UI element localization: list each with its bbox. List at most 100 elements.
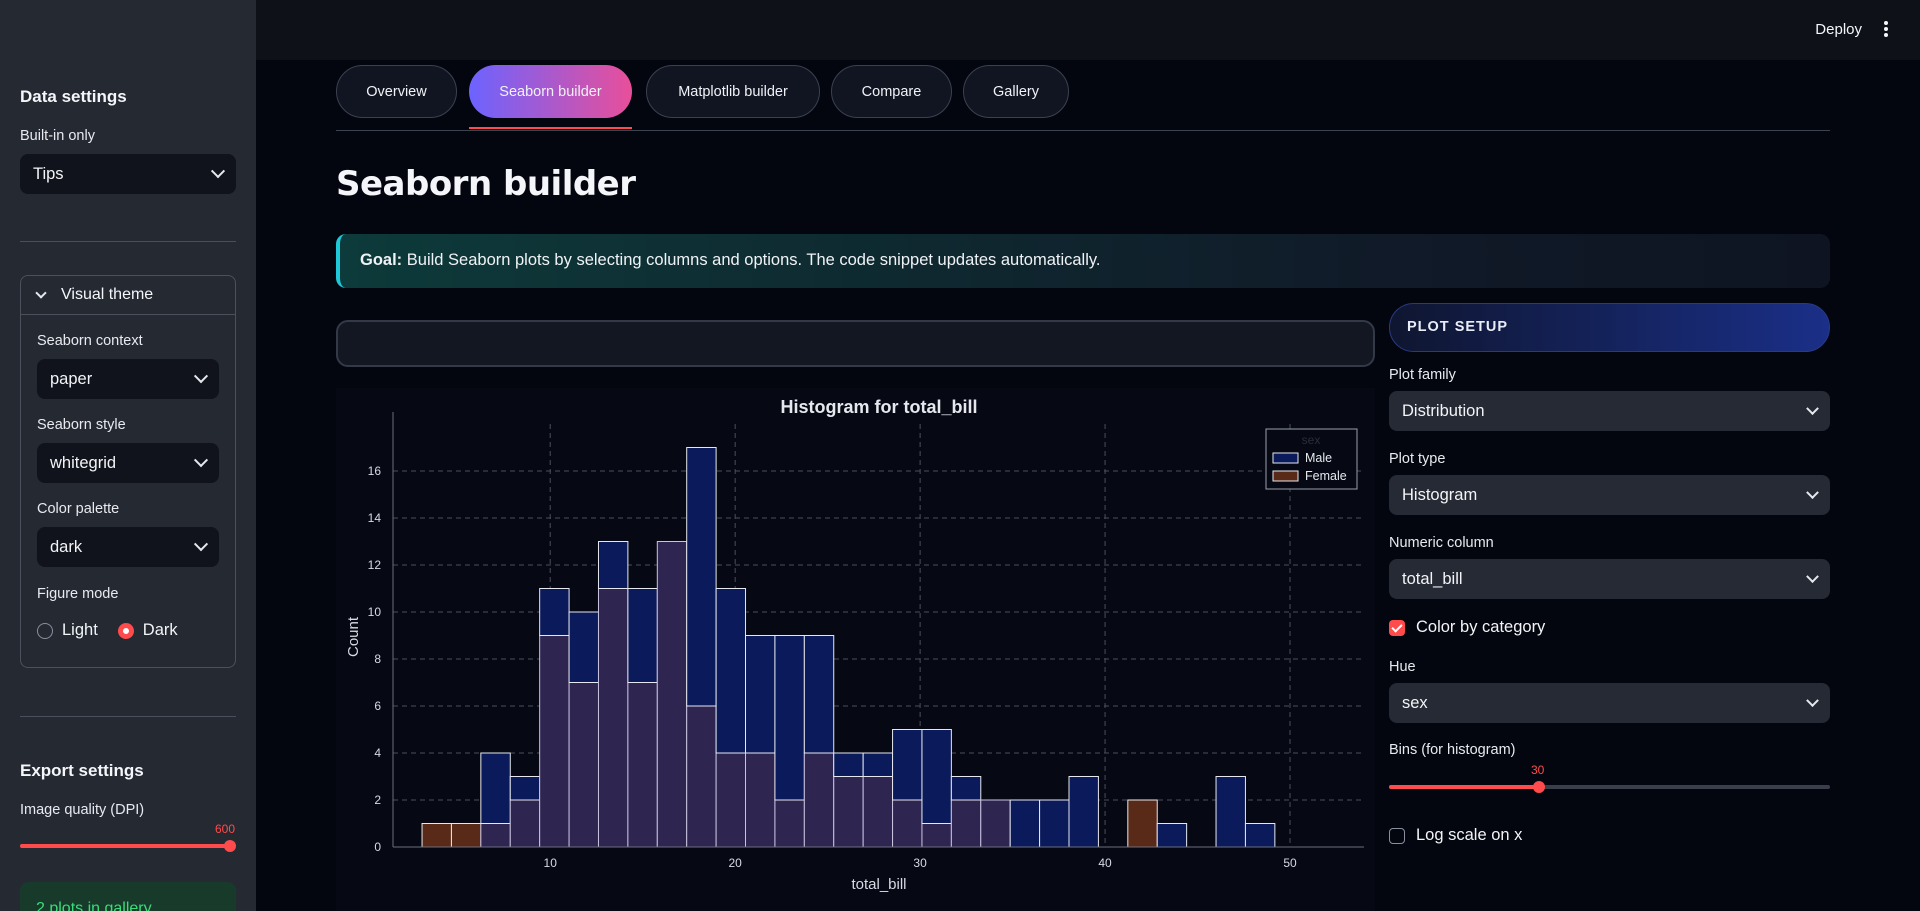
style-label: Seaborn style [37, 417, 126, 433]
y-tick-label: 0 [374, 840, 381, 854]
hue-select[interactable]: sex [1389, 683, 1830, 723]
legend-title: sex [1302, 433, 1321, 447]
plot-family-label: Plot family [1389, 367, 1456, 383]
checkbox-checked-icon [1389, 619, 1405, 636]
histogram-bar-male [597, 541, 629, 589]
histogram-bar-male [715, 588, 747, 754]
log-scale-checkbox[interactable]: Log scale on x [1389, 826, 1522, 845]
histogram-bar-male [539, 588, 570, 636]
histogram-bar-male [568, 611, 599, 683]
checkbox-unchecked-icon [1389, 827, 1405, 844]
bins-value: 30 [1531, 763, 1545, 777]
radio-circle [37, 622, 53, 639]
y-tick-label: 12 [368, 558, 382, 572]
plot-family-value: Distribution [1402, 401, 1485, 420]
legend-label-female: Female [1305, 469, 1347, 483]
histogram-bar-overlap [627, 682, 658, 848]
dpi-value: 600 [215, 822, 236, 836]
bins-label: Bins (for histogram) [1389, 742, 1516, 758]
context-value: paper [50, 369, 93, 388]
tab-seaborn-builder[interactable]: Seaborn builder [469, 65, 632, 118]
radio-light[interactable]: Light [37, 621, 98, 640]
plot-type-select[interactable]: Histogram [1389, 475, 1830, 515]
histogram-bar-female [1127, 799, 1158, 848]
numeric-column-select[interactable]: total_bill [1389, 559, 1830, 599]
tab-gallery[interactable]: Gallery [963, 65, 1069, 118]
chevron-down-icon [1806, 401, 1819, 415]
y-tick-label: 4 [374, 746, 381, 760]
tabs-divider [336, 130, 1830, 131]
histogram-chart: Histogram for total_bill 0 2 4 6 8 10 12 14 16 10… [336, 388, 1375, 911]
histogram-bar-male [1156, 823, 1188, 848]
deploy-button[interactable]: Deploy [1815, 21, 1862, 38]
histogram-bar-male [509, 776, 541, 801]
dataset-select[interactable]: Tips [20, 154, 236, 194]
histogram-bar-overlap [656, 541, 688, 848]
code-snippet-box[interactable] [336, 320, 1375, 367]
context-select[interactable]: paper [37, 359, 219, 399]
tab-compare[interactable]: Compare [831, 65, 952, 118]
hue-label: Hue [1389, 659, 1416, 675]
style-select[interactable]: whitegrid [37, 443, 219, 483]
goal-callout: Goal: Build Seaborn plots by selecting c… [336, 234, 1830, 288]
x-tick-label: 30 [913, 856, 927, 870]
chevron-down-icon [193, 369, 209, 384]
histogram-bar-overlap [539, 635, 570, 848]
divider [20, 716, 236, 717]
visual-theme-label: Visual theme [61, 286, 154, 303]
chart-legend: sex Male Female [1265, 428, 1358, 490]
histogram-bar-overlap [774, 799, 805, 848]
plot-setup-header: PLOT SETUP [1389, 303, 1830, 352]
y-tick-label: 14 [368, 511, 382, 525]
tab-overview[interactable]: Overview [336, 65, 457, 118]
y-tick-label: 6 [374, 699, 381, 713]
visual-theme-toggle[interactable]: Visual theme [21, 276, 235, 315]
histogram-bar-male [1009, 799, 1041, 848]
style-value: whitegrid [50, 453, 117, 472]
bins-slider-thumb[interactable] [1533, 781, 1545, 793]
color-by-category-checkbox[interactable]: Color by category [1389, 618, 1545, 637]
palette-select[interactable]: dark [37, 527, 219, 567]
goal-prefix: Goal: [360, 251, 403, 269]
radio-dark[interactable]: Dark [117, 621, 178, 640]
visual-theme-expander: Visual theme [20, 275, 236, 668]
chart-title: Histogram for total_bill [780, 397, 977, 417]
x-tick-label: 50 [1283, 856, 1297, 870]
histogram-bar-female [450, 823, 482, 848]
gallery-count-text: 2 plots in gallery [36, 900, 152, 911]
radio-light-label: Light [62, 621, 98, 639]
histogram-bar-male [774, 635, 805, 801]
x-tick-label: 20 [728, 856, 742, 870]
histogram-bar-male [950, 776, 982, 801]
figure-mode-label: Figure mode [37, 586, 119, 602]
chart-svg: Histogram for total_bill 0 2 4 6 8 10 12 14 16 10… [345, 397, 1364, 893]
histogram-bar-male [1244, 823, 1276, 848]
dataset-value: Tips [33, 164, 64, 183]
main-menu-icon[interactable] [1884, 21, 1888, 37]
y-tick-label: 8 [374, 652, 381, 666]
top-bar: Deploy [256, 0, 1920, 60]
context-label: Seaborn context [37, 333, 143, 349]
histogram-bar-male [803, 635, 835, 754]
log-scale-label: Log scale on x [1416, 826, 1523, 844]
histogram-bar-overlap [480, 823, 511, 848]
histogram-bar-male [686, 447, 717, 707]
radio-circle-selected [117, 622, 134, 639]
dpi-slider-track[interactable] [20, 844, 230, 848]
tab-matplotlib-builder[interactable]: Matplotlib builder [646, 65, 820, 118]
histogram-bar-male [480, 752, 511, 824]
histogram-bar-overlap [921, 823, 952, 848]
divider [20, 241, 236, 242]
dpi-slider-thumb[interactable] [224, 840, 236, 852]
builtin-label: Built-in only [20, 128, 95, 144]
legend-swatch-male [1272, 452, 1299, 464]
dpi-label: Image quality (DPI) [20, 802, 145, 818]
histogram-bar-overlap [509, 799, 541, 848]
bins-slider-track[interactable] [1389, 785, 1539, 789]
histogram-bar-overlap [745, 752, 776, 848]
histogram-bar-male [921, 729, 952, 824]
bins-slider-rail[interactable] [1389, 785, 1830, 789]
plot-family-select[interactable]: Distribution [1389, 391, 1830, 431]
y-tick-label: 16 [368, 464, 382, 478]
histogram-bar-overlap [862, 776, 894, 848]
